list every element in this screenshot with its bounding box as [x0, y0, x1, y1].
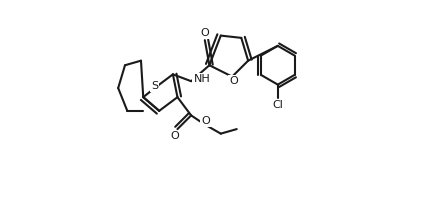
- Text: O: O: [171, 131, 180, 141]
- Text: NH: NH: [194, 74, 210, 84]
- Text: O: O: [201, 116, 210, 126]
- Text: Cl: Cl: [272, 100, 283, 110]
- Text: O: O: [201, 28, 209, 38]
- Text: S: S: [151, 81, 158, 91]
- Text: O: O: [229, 76, 238, 86]
